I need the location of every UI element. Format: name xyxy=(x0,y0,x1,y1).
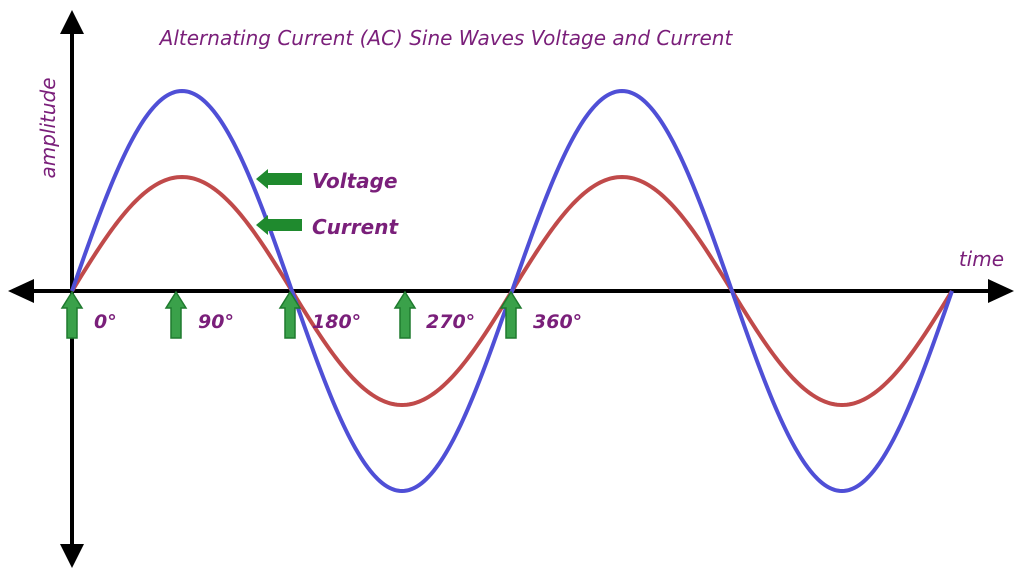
voltage-wave xyxy=(70,88,954,494)
y-axis-arrow-up xyxy=(60,10,84,34)
phase-label-360: 360° xyxy=(533,311,582,333)
legend-label-voltage: Voltage xyxy=(312,169,398,193)
up-arrow-icon xyxy=(164,290,188,339)
phase-label-0: 0° xyxy=(94,311,117,333)
up-arrow-icon xyxy=(499,290,523,339)
up-arrow-icon xyxy=(278,290,302,339)
phase-marker-270: 270° xyxy=(393,290,475,339)
up-arrow-icon xyxy=(60,290,84,339)
legend-item-voltage: Voltage xyxy=(256,169,398,193)
phase-label-90: 90° xyxy=(198,311,234,333)
up-arrow-icon xyxy=(393,290,417,339)
phase-markers: 0° 90° 180° 270° 360° xyxy=(60,290,582,339)
x-axis-arrow-right xyxy=(988,279,1014,303)
legend: Voltage Current xyxy=(256,169,399,239)
y-axis-label: amplitude xyxy=(36,77,60,178)
voltage-pointer-arrow-icon xyxy=(256,169,302,189)
phase-marker-0: 0° xyxy=(60,290,117,339)
phase-label-180: 180° xyxy=(312,311,361,333)
phase-marker-180: 180° xyxy=(278,290,361,339)
y-axis-arrow-down xyxy=(60,544,84,568)
legend-item-current: Current xyxy=(256,215,399,239)
current-pointer-arrow-icon xyxy=(256,215,302,235)
phase-marker-360: 360° xyxy=(499,290,582,339)
legend-label-current: Current xyxy=(312,215,399,239)
x-axis-arrow-left xyxy=(8,279,34,303)
phase-marker-90: 90° xyxy=(164,290,234,339)
x-axis-label: time xyxy=(959,247,1004,271)
diagram-title: Alternating Current (AC) Sine Waves Volt… xyxy=(158,26,734,50)
phase-label-270: 270° xyxy=(426,311,475,333)
